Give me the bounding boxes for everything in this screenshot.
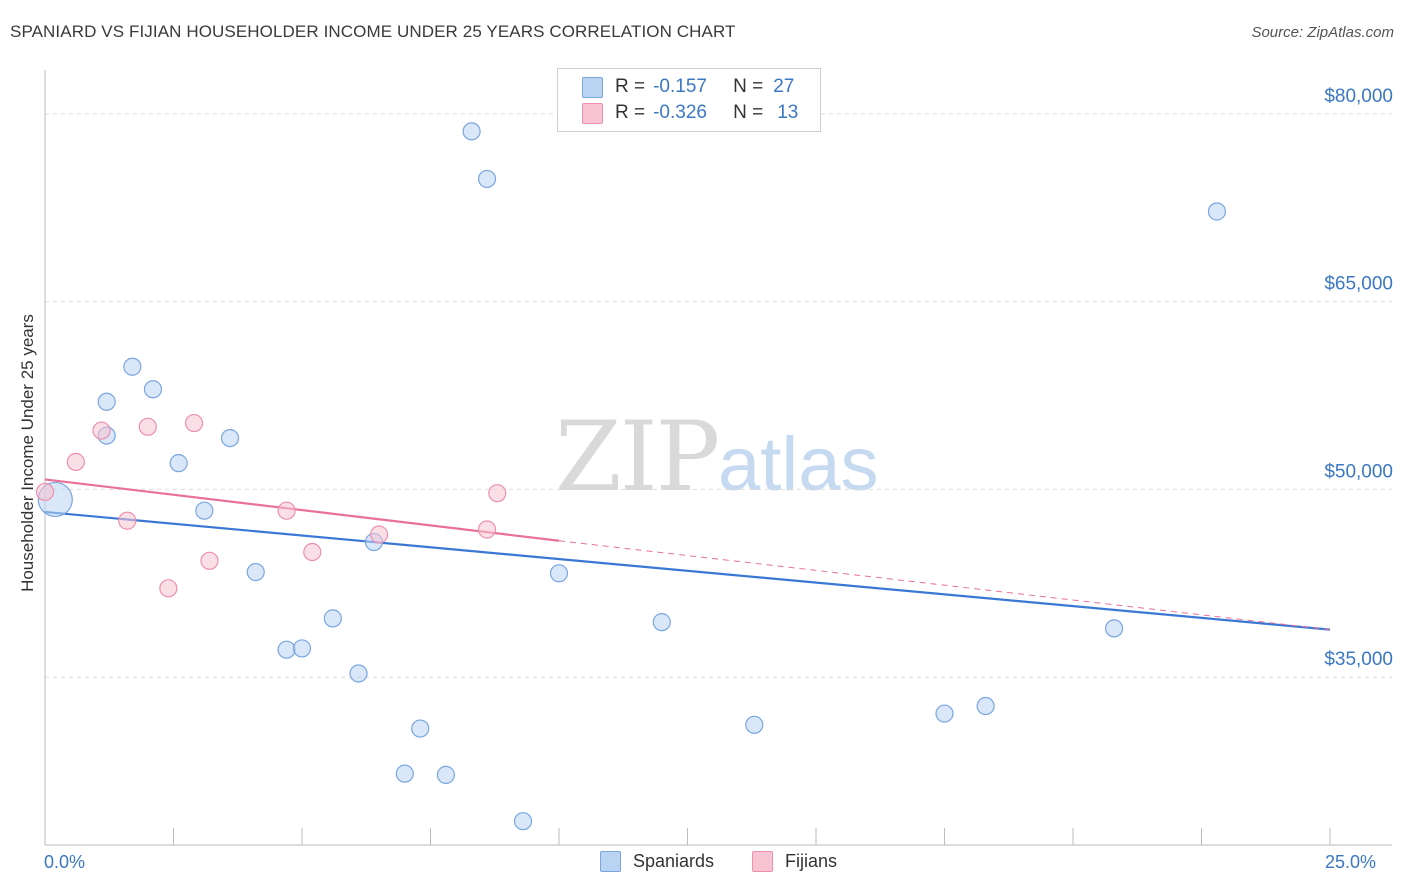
trend-line-fijians-extrapolated (558, 540, 1331, 631)
point-fijians (303, 542, 322, 562)
legend-r-label: R = (615, 102, 646, 123)
legend-n-label: N = (733, 76, 764, 97)
correlation-legend: R = -0.157 N = 27 R = -0.326 N = 13 (557, 68, 821, 132)
point-spaniards (323, 609, 342, 628)
y-tick-label: $50,000 (1324, 461, 1393, 482)
point-spaniards (349, 664, 368, 683)
watermark: ZIP atlas (555, 401, 879, 513)
point-spaniards (411, 719, 430, 738)
y-tick-label: $35,000 (1324, 649, 1393, 670)
legend-label-spaniards: Spaniards (633, 851, 715, 871)
legend-row-spaniards: R = -0.157 N = 27 (582, 74, 794, 100)
point-spaniards (549, 564, 569, 583)
x-tick-label-min: 0.0% (44, 852, 86, 872)
point-spaniards (652, 613, 671, 632)
point-spaniards (395, 764, 414, 783)
legend-swatch-fijians (752, 851, 773, 872)
legend-n-label: N = (733, 102, 764, 123)
point-spaniards (292, 639, 312, 658)
point-spaniards (97, 392, 116, 411)
point-fijians (184, 413, 204, 433)
point-spaniards (1207, 202, 1227, 221)
point-spaniards (1105, 619, 1124, 638)
legend-n-value: 13 (777, 102, 799, 123)
watermark-zip: ZIP (555, 401, 718, 513)
point-fijians (277, 501, 296, 520)
point-spaniards (976, 696, 995, 716)
point-spaniards (745, 715, 764, 734)
point-spaniards (195, 501, 214, 520)
axes (44, 70, 1392, 846)
legend-swatch-spaniards (582, 76, 603, 98)
x-tick-label-max: 25.0% (1325, 852, 1377, 872)
point-fijians (200, 551, 219, 570)
legend-n-value: 27 (773, 76, 795, 97)
point-spaniards (436, 765, 456, 784)
point-spaniards (513, 812, 533, 831)
gridlines (45, 113, 1392, 678)
point-fijians (118, 511, 137, 530)
point-fijians (138, 417, 157, 436)
legend-item-spaniards: Spaniards (600, 851, 714, 872)
point-fijians (92, 421, 111, 440)
y-axis-label: Householder Income Under 25 years (18, 314, 37, 592)
y-tick-label: $65,000 (1324, 274, 1393, 295)
legend-swatch-fijians (582, 102, 603, 124)
data-points (35, 122, 1227, 831)
point-fijians (66, 452, 85, 471)
point-fijians (35, 482, 55, 502)
chart-title: SPANIARD VS FIJIAN HOUSEHOLDER INCOME UN… (10, 22, 736, 41)
legend-label-fijians: Fijians (785, 851, 838, 871)
point-spaniards (220, 428, 240, 448)
point-spaniards (123, 357, 142, 376)
point-spaniards (277, 640, 296, 659)
point-fijians (488, 484, 507, 503)
trend-line-spaniards (44, 510, 1331, 631)
point-fijians (477, 520, 497, 539)
point-spaniards (246, 562, 265, 582)
legend-row-fijians: R = -0.326 N = 13 (582, 100, 798, 126)
legend-r-value: -0.326 (653, 102, 707, 123)
point-spaniards (935, 704, 954, 723)
legend-swatch-spaniards (600, 851, 621, 872)
trend-lines (44, 478, 1331, 631)
point-fijians (370, 525, 389, 544)
point-spaniards (477, 169, 497, 189)
point-spaniards (169, 454, 188, 473)
legend-item-fijians: Fijians (752, 851, 837, 872)
point-fijians (159, 579, 178, 598)
legend-r-label: R = (615, 76, 646, 97)
point-spaniards (462, 122, 481, 141)
point-spaniards (143, 380, 163, 399)
legend-r-value: -0.157 (653, 76, 707, 97)
trend-line-fijians (44, 478, 560, 542)
watermark-atlas: atlas (718, 422, 879, 507)
y-tick-label: $80,000 (1324, 86, 1393, 107)
source-label: Source: ZipAtlas.com (1251, 24, 1394, 41)
y-tick-labels: $35,000 $50,000 $65,000 $80,000 (1324, 86, 1393, 670)
series-legend: Spaniards Fijians (0, 851, 1406, 877)
